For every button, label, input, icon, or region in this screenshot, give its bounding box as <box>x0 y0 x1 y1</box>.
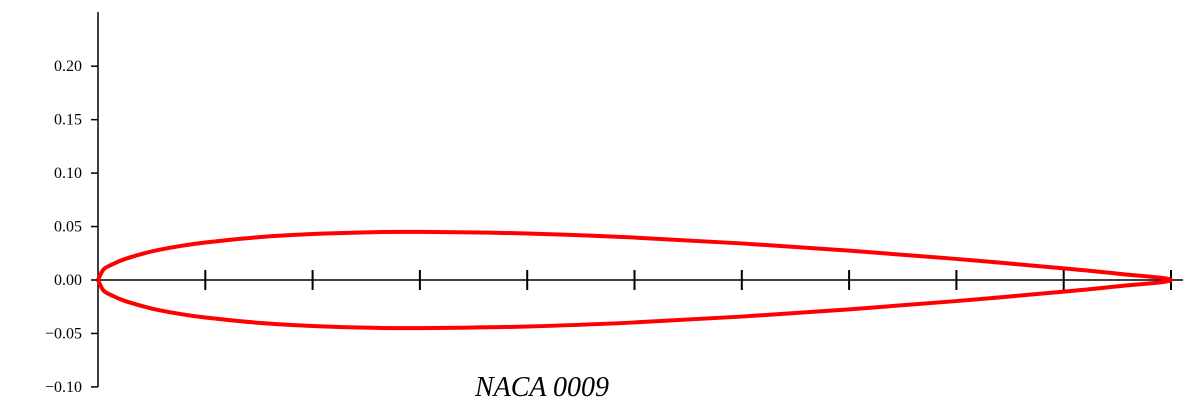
y-tick-label: 0.10 <box>54 165 82 182</box>
y-tick-label: 0.00 <box>54 272 82 289</box>
y-tick-label: −0.05 <box>45 325 82 342</box>
x-axis <box>98 270 1183 290</box>
series-group <box>96 229 1173 331</box>
y-tick-label: 0.20 <box>54 58 82 75</box>
y-tick-label: 0.05 <box>54 219 82 236</box>
y-axis: 0.20 0.15 0.10 0.05 0.00 −0.05 −0.10 <box>45 12 99 396</box>
y-tick-label: −0.10 <box>45 379 82 396</box>
chart-title: NACA 0009 <box>474 372 609 403</box>
y-tick-label: 0.15 <box>54 112 82 129</box>
airfoil-series-line <box>96 229 1173 331</box>
